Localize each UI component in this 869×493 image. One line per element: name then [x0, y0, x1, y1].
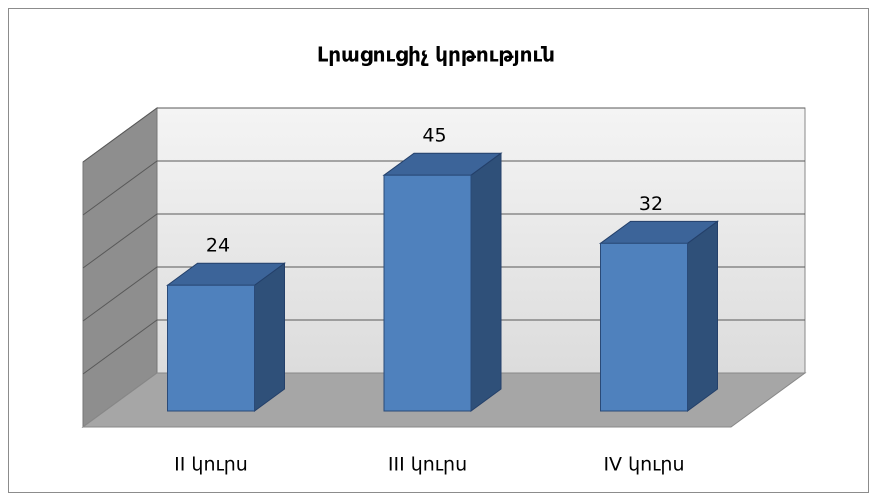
x-tick-label: II կուրս [174, 454, 248, 476]
grid-line [82, 160, 805, 216]
bar-side [254, 262, 285, 412]
bar [167, 284, 255, 412]
grid-line [82, 266, 805, 322]
bar-side [470, 152, 502, 412]
side-wall [82, 107, 158, 428]
grid-line [82, 319, 805, 375]
value-label: 24 [206, 235, 230, 257]
grid-line [82, 107, 805, 163]
chart-title: Լրացուցիչ կրթություն [317, 43, 555, 67]
x-tick-label: IV կուրս [603, 454, 684, 476]
bar [600, 242, 688, 412]
bar-side [687, 220, 718, 412]
x-tick-label: III կուրս [388, 454, 467, 476]
grid-line [82, 213, 805, 269]
value-label: 45 [422, 125, 446, 147]
value-label: 32 [639, 193, 663, 215]
bar [383, 174, 472, 412]
